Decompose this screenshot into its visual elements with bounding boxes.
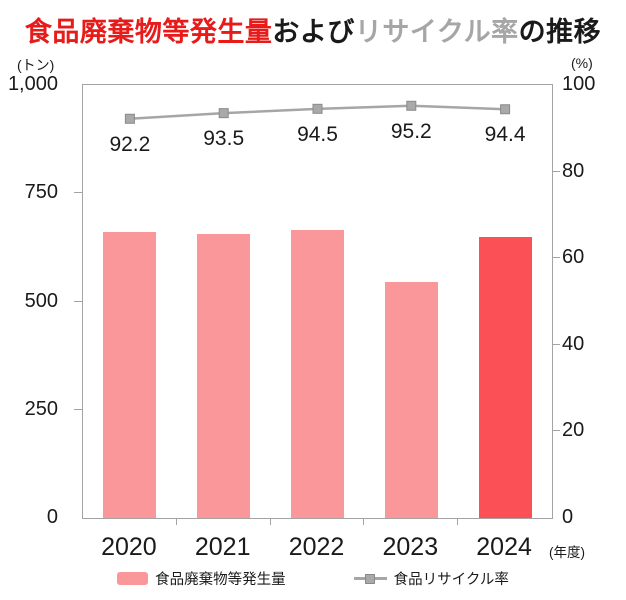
chart-title-recycle-part: リサイクル率 (354, 17, 519, 47)
left-axis-tick (74, 192, 82, 194)
chart-title-waste-part: 食品廃棄物等発生量 (24, 17, 273, 47)
x-tick-label-2020: 2020 (101, 533, 157, 561)
bar-2022 (291, 230, 344, 518)
point-label-2020: 92.2 (109, 132, 151, 156)
right-axis-tick (552, 343, 560, 345)
right-tick-label-100: 100 (562, 73, 596, 95)
x-axis-tick (457, 518, 459, 525)
line-marker-2020 (124, 113, 135, 124)
left-axis-tick (74, 408, 82, 410)
right-tick-label-40: 40 (562, 332, 585, 355)
left-tick-label-0: 0 (46, 506, 58, 528)
line-marker-2024 (500, 104, 511, 115)
left-tick-label-250: 250 (24, 397, 58, 420)
right-tick-label-60: 60 (562, 246, 585, 269)
chart-title: 食品廃棄物等発生量およびリサイクル率の推移 (0, 10, 626, 49)
right-axis-tick (552, 257, 560, 259)
chart-title-trend-part: の推移 (518, 17, 602, 47)
right-axis-tick (552, 170, 560, 172)
line-marker-2023 (406, 100, 417, 111)
x-tick-label-2024: 2024 (476, 533, 532, 561)
legend-item-waste: 食品廃棄物等発生量 (117, 568, 286, 589)
x-tick-label-2022: 2022 (288, 533, 345, 561)
x-axis-tick (175, 518, 177, 525)
point-label-2021: 93.5 (203, 127, 245, 151)
bar-2020 (103, 232, 157, 518)
bars-layer (83, 85, 552, 518)
x-axis-tick (363, 518, 365, 525)
chart-title-and-part: および (272, 17, 355, 47)
bar-2023 (384, 282, 438, 518)
waste-bar-legend-swatch (117, 572, 149, 585)
legend-label-recycle: 食品リサイクル率 (393, 572, 509, 588)
point-label-2024: 94.4 (484, 123, 526, 147)
plot-area: 92.2 93.5 94.5 95.2 94.4 (82, 84, 553, 519)
right-tick-label-80: 80 (562, 159, 585, 182)
left-tick-label-500: 500 (24, 289, 58, 312)
line-marker-2022 (312, 103, 323, 114)
recycle-rate-line-layer (124, 100, 511, 124)
line-marker-2021 (218, 108, 229, 119)
legend-item-recycle: 食品リサイクル率 (353, 568, 509, 589)
recycle-line-legend-marker (365, 573, 376, 584)
bar-2024 (478, 236, 532, 518)
left-axis-tick (74, 300, 82, 302)
x-tick-label-2021: 2021 (194, 533, 251, 561)
right-tick-label-0: 0 (562, 506, 574, 528)
x-tick-label-2023: 2023 (382, 533, 439, 561)
recycle-line-legend-swatch (353, 573, 387, 584)
bar-2021 (197, 234, 251, 518)
x-axis-unit-label: (年度) (549, 545, 585, 560)
legend: 食品廃棄物等発生量 食品リサイクル率 (0, 568, 626, 589)
left-tick-label-1000: 1,000 (7, 73, 58, 95)
legend-label-waste: 食品廃棄物等発生量 (155, 572, 286, 588)
left-tick-label-750: 750 (24, 181, 58, 204)
point-label-2022: 94.5 (297, 122, 338, 146)
right-tick-label-20: 20 (562, 419, 585, 442)
left-axis-unit-label: (トン) (17, 57, 55, 73)
right-axis-tick (552, 430, 560, 432)
x-axis-tick (269, 518, 271, 525)
point-label-2023: 95.2 (390, 119, 432, 143)
right-axis-unit-label: (%) (571, 55, 593, 71)
point-labels-layer: 92.2 93.5 94.5 95.2 94.4 (83, 85, 552, 518)
